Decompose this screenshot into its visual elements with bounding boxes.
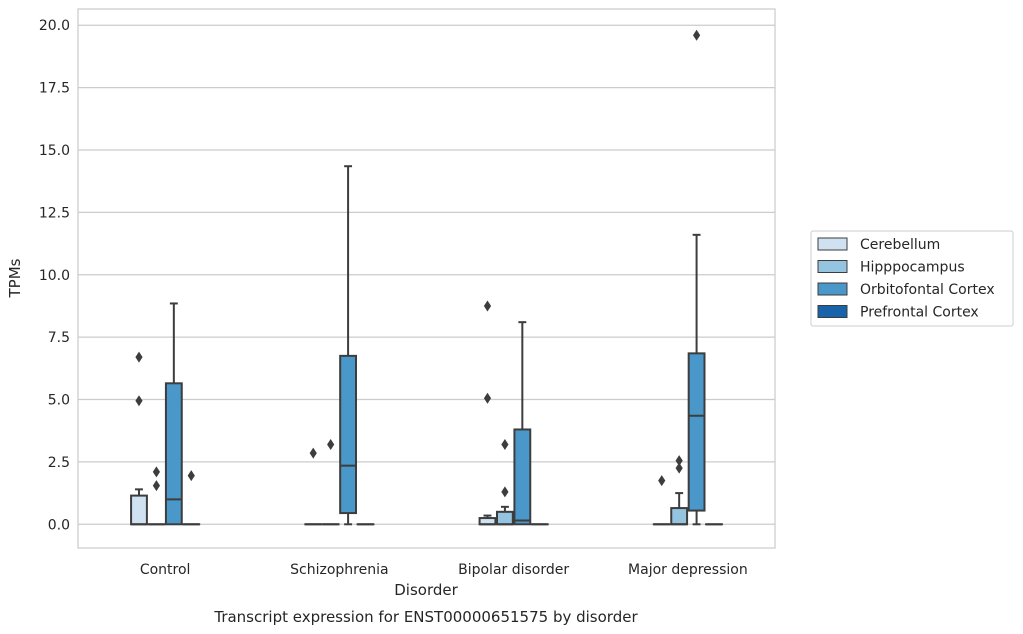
box-iqr	[496, 510, 514, 526]
box-iqr	[130, 494, 148, 526]
legend-label: Prefrontal Cortex	[860, 305, 979, 321]
y-tick-label: 15.0	[39, 143, 70, 159]
outlier-marker	[483, 300, 492, 312]
box-orbitofontal-cortex	[513, 321, 532, 526]
x-tick-label: Schizophrenia	[290, 562, 388, 578]
outlier-marker	[483, 392, 492, 404]
box-iqr	[339, 354, 357, 515]
box-hipppocampus	[147, 466, 166, 526]
box-orbitofontal-cortex	[339, 165, 357, 526]
outlier-marker	[327, 438, 335, 450]
box-hipppocampus	[670, 455, 689, 526]
outlier-marker	[152, 480, 161, 492]
legend-swatch	[817, 260, 848, 273]
x-tick-label: Major depression	[628, 562, 748, 578]
x-tick-label: Control	[140, 562, 191, 578]
box-cerebellum	[130, 351, 148, 526]
legend-frame	[810, 230, 1014, 327]
outlier-marker	[135, 351, 143, 363]
outlier-marker	[501, 438, 509, 450]
box-orbitofontal-cortex	[687, 29, 706, 526]
y-tick-label: 2.5	[48, 455, 70, 471]
legend-label: Orbitofontal Cortex	[860, 282, 995, 298]
y-tick-label: 12.5	[39, 205, 70, 221]
y-tick-label: 0.0	[48, 517, 70, 533]
box-iqr	[164, 382, 183, 526]
outlier-marker	[501, 486, 509, 498]
box-cerebellum	[478, 300, 497, 526]
box-iqr	[670, 507, 689, 526]
outlier-marker	[187, 470, 195, 482]
outlier-marker	[692, 29, 701, 41]
box-plot-area	[130, 29, 723, 526]
x-tick-labels: Control Schizophrenia Bipolar disorder Majo…	[140, 562, 748, 578]
outlier-marker	[309, 447, 317, 459]
box-cerebellum	[652, 475, 671, 526]
legend-swatch	[817, 305, 848, 318]
legend: Cerebellum Hipppocampus Orbitofontal Corte…	[810, 230, 1014, 327]
outlier-marker	[658, 475, 666, 487]
y-tick-label: 20.0	[39, 18, 70, 34]
y-tick-label: 5.0	[48, 393, 70, 409]
box-hipppocampus	[321, 438, 340, 526]
box-iqr	[687, 352, 706, 512]
outlier-marker	[675, 462, 683, 474]
box-cerebellum	[304, 447, 323, 526]
legend-swatch	[817, 282, 848, 296]
box-prefrontal-cortex	[182, 470, 201, 526]
gridlines	[78, 24, 775, 525]
x-tick-label: Bipolar disorder	[458, 562, 569, 578]
box-iqr	[513, 428, 532, 526]
legend-label: Hipppocampus	[860, 260, 965, 276]
y-tick-label: 10.0	[39, 268, 70, 284]
outlier-marker	[135, 395, 143, 407]
legend-label: Cerebellum	[860, 237, 940, 253]
chart-title: Transcript expression for ENST0000065157…	[213, 608, 638, 626]
y-tick-label: 17.5	[39, 81, 70, 97]
y-tick-labels: 0.0 2.5 5.0 7.5 10.0 12.5 15.0 17.5 20.0	[39, 18, 70, 533]
outlier-marker	[675, 455, 683, 467]
outlier-marker	[152, 466, 161, 478]
legend-swatch	[817, 237, 848, 251]
x-axis-label: Disorder	[394, 581, 458, 599]
plot-frame	[77, 8, 776, 549]
y-tick-label: 7.5	[48, 330, 70, 346]
box-orbitofontal-cortex	[164, 302, 183, 526]
box-hipppocampus	[496, 438, 514, 526]
y-axis-label: TPMs	[6, 258, 24, 298]
